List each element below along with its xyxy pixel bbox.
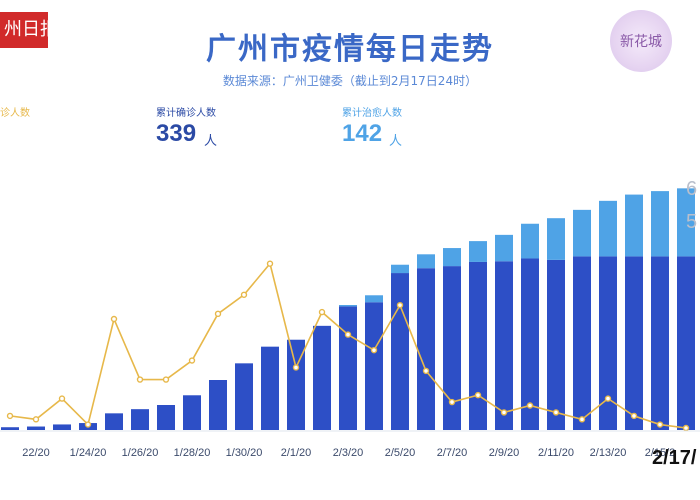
logo-right-text: 新花城 <box>620 34 662 50</box>
x-tick-label: 2/15/2 <box>645 447 676 459</box>
bar-confirmed <box>27 426 45 430</box>
stat-label-confirmed: 累计确诊人数 <box>156 108 216 119</box>
bar-recovered <box>677 188 695 257</box>
stat-unit-confirmed: 人 <box>204 134 218 149</box>
bar-confirmed <box>573 256 591 430</box>
x-tick-label: 2/5/20 <box>385 447 416 459</box>
bar-confirmed <box>625 256 643 430</box>
bar-confirmed <box>521 258 539 430</box>
bar-confirmed <box>547 259 565 430</box>
x-tick-label: 22/20 <box>22 447 50 459</box>
bar-confirmed <box>1 427 19 430</box>
line-point <box>448 398 456 406</box>
bar-recovered <box>521 223 539 259</box>
right-axis-label: 6 <box>686 178 697 200</box>
bar-recovered <box>625 194 643 257</box>
x-tick-label: 1/28/20 <box>174 447 211 459</box>
bar-recovered <box>365 295 383 303</box>
x-tick-label: 2/3/20 <box>333 447 364 459</box>
stat-label-new: 诊人数 <box>0 108 30 119</box>
bar-recovered <box>417 254 435 269</box>
x-tick-label: 1/30/20 <box>226 447 263 459</box>
bar-recovered <box>651 191 669 257</box>
x-tick-label: 2/1/20 <box>281 447 312 459</box>
stat-value-recovered: 142 <box>342 120 383 147</box>
bar-recovered <box>339 305 357 307</box>
page-title: 广州市疫情每日走势 <box>206 32 494 67</box>
bar-recovered <box>573 209 591 257</box>
right-axis-label: 5 <box>686 211 697 233</box>
bar-recovered <box>443 248 461 267</box>
bar-confirmed <box>599 256 617 430</box>
x-tick-label: 2/9/20 <box>489 447 520 459</box>
line-point <box>162 376 170 383</box>
line-point <box>266 260 274 267</box>
line-point <box>214 310 222 318</box>
x-tick-label: 1/26/20 <box>122 447 159 459</box>
bar-recovered <box>495 234 513 262</box>
x-tick-label: 2/13/20 <box>590 447 627 459</box>
line-point <box>552 409 560 416</box>
line-point <box>656 421 664 428</box>
bar-recovered <box>547 218 565 260</box>
bar-confirmed <box>651 256 669 430</box>
bar-recovered <box>469 241 487 262</box>
line-point <box>344 331 352 338</box>
bar-confirmed <box>105 413 123 430</box>
bar-confirmed <box>391 273 409 430</box>
bar-confirmed <box>287 339 305 430</box>
line-point <box>422 367 430 375</box>
line-point <box>500 409 508 416</box>
bar-recovered <box>391 264 409 274</box>
bar-confirmed <box>131 409 149 430</box>
bar-confirmed <box>339 306 357 430</box>
bar-confirmed <box>469 261 487 430</box>
stat-value-confirmed: 339 <box>156 120 197 147</box>
line-point <box>318 308 326 316</box>
line-point <box>84 421 92 428</box>
line-point <box>604 395 612 402</box>
data-source: 数据来源：广州卫健委（截止到2月17日24时） <box>222 74 478 88</box>
line-point <box>136 376 144 383</box>
logo-left-text: 州日报 <box>4 19 48 40</box>
bar-recovered <box>599 200 617 257</box>
bar-confirmed <box>365 302 383 430</box>
logo-right: 新花城 <box>610 10 672 72</box>
line-point <box>188 357 196 364</box>
bar-confirmed <box>235 363 253 430</box>
line-point <box>474 391 482 399</box>
x-tick-label: 2/17/ <box>652 447 697 469</box>
x-tick-label: 1/24/20 <box>70 447 107 459</box>
bar-confirmed <box>53 424 71 430</box>
bar-confirmed <box>313 325 331 430</box>
line-point <box>292 364 300 371</box>
line-point <box>110 315 118 323</box>
stat-label-recovered: 累计治愈人数 <box>342 108 402 119</box>
line-point <box>6 412 14 420</box>
line-point <box>370 346 378 354</box>
line-point <box>396 301 404 309</box>
bar-confirmed <box>157 405 175 430</box>
bar-confirmed <box>443 266 461 430</box>
stat-unit-recovered: 人 <box>389 134 403 149</box>
line-point <box>32 416 40 423</box>
x-tick-label: 2/7/20 <box>437 447 468 459</box>
line-point <box>240 291 248 298</box>
x-tick-label: 2/11/20 <box>538 447 574 459</box>
bar-confirmed <box>495 261 513 430</box>
bar-confirmed <box>209 380 227 430</box>
bar-confirmed <box>261 346 279 430</box>
logo-left: 州日报 <box>0 12 48 48</box>
line-point <box>526 402 534 409</box>
bar-confirmed <box>183 395 201 430</box>
line-point <box>682 424 690 432</box>
bar-confirmed <box>417 268 435 430</box>
line-point <box>58 395 66 402</box>
line-point <box>630 412 638 420</box>
bar-confirmed <box>677 256 695 430</box>
line-point <box>578 416 586 423</box>
